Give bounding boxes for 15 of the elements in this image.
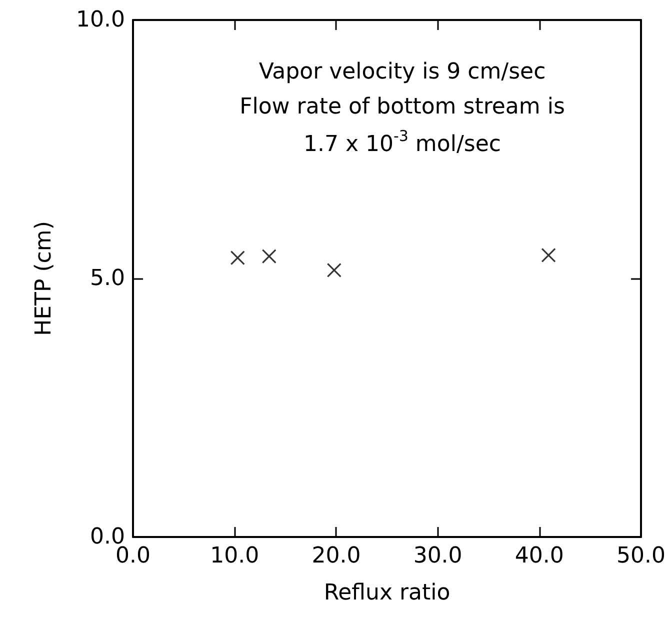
x-tick-label: 10.0 <box>210 544 260 568</box>
x-axis-title: Reflux ratio <box>324 580 450 606</box>
x-tick-label: 40.0 <box>514 544 564 568</box>
point <box>230 250 245 266</box>
x-tick-label: 50.0 <box>616 544 666 568</box>
x-tick-label: 30.0 <box>413 544 462 568</box>
x-tick-label: 20.0 <box>312 544 361 568</box>
y-axis-title: HETP (cm) <box>32 221 56 336</box>
point <box>326 262 342 278</box>
annotation: Vapor velocity is 9 cm/sec <box>258 60 546 84</box>
y-tick-label: 5.0 <box>90 266 125 291</box>
point <box>262 248 276 264</box>
point <box>541 248 556 263</box>
annotation: Flow rate of bottom stream is <box>240 94 565 120</box>
y-tick-label: 10.0 <box>76 8 125 32</box>
